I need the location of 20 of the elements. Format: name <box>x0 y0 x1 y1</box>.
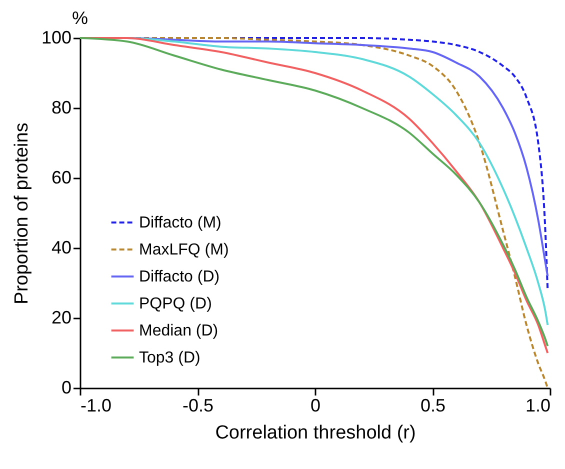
x-tick-label: 1.0 <box>525 396 550 416</box>
legend-label: Diffacto (M) <box>139 214 222 232</box>
y-tick-label: 0 <box>61 378 72 398</box>
y-tick-label: 20 <box>51 308 72 328</box>
x-axis-title: Correlation threshold (r) <box>215 422 416 444</box>
y-tick-label: 60 <box>51 168 72 188</box>
legend-label: Top3 (D) <box>139 350 200 366</box>
y-tick-label: 40 <box>51 238 72 258</box>
legend-label: MaxLFQ (M) <box>139 242 229 258</box>
text: % <box>72 8 88 28</box>
y-axis-title: Proportion of proteins <box>11 122 32 304</box>
x-tick-label: -0.5 <box>182 396 214 416</box>
legend-label: PQPQ (D) <box>139 296 212 312</box>
legend-label: Median (D) <box>139 322 218 340</box>
x-tick-label: 0.5 <box>420 396 446 416</box>
x-tick-label: -1.0 <box>80 396 112 416</box>
x-tick-label: 0 <box>310 396 321 416</box>
y-tick-label: 80 <box>51 98 72 118</box>
y-tick-label: 100 <box>41 28 72 48</box>
legend-label: Diffacto (D) <box>139 268 220 286</box>
